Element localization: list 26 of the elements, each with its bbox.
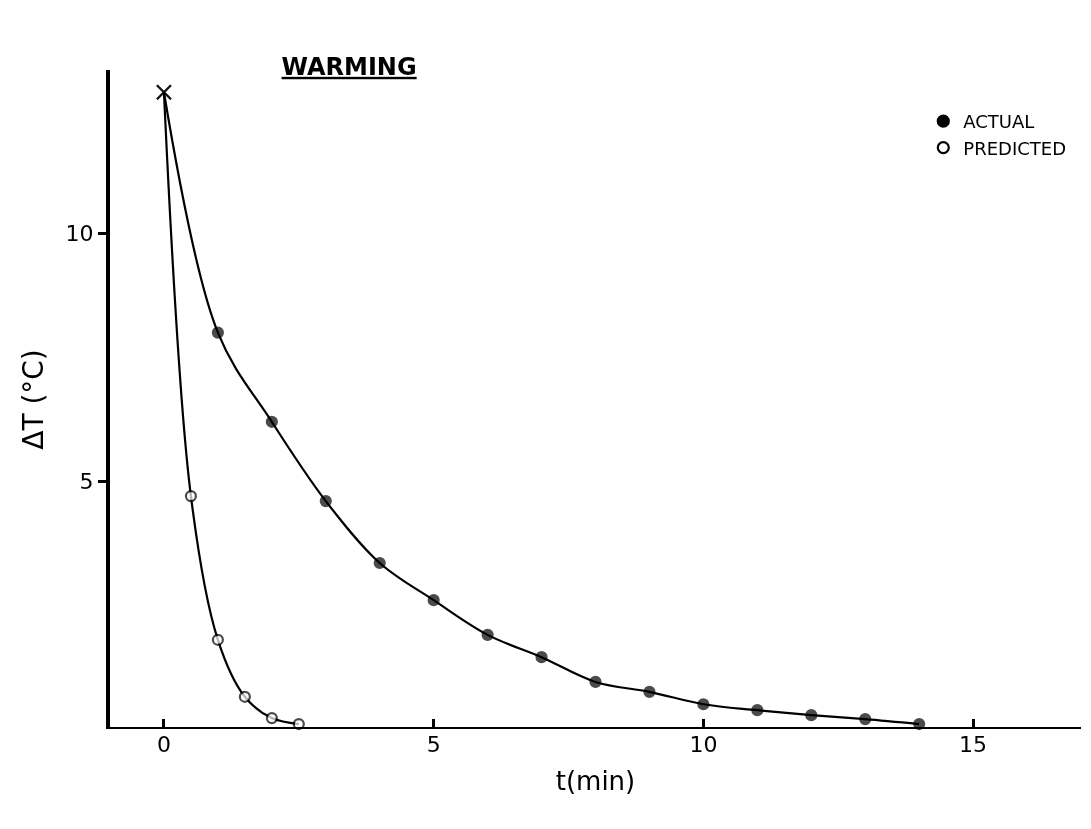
point: [751, 704, 764, 717]
point: [265, 415, 278, 428]
legend-label: PREDICTED: [963, 137, 1066, 159]
point: [643, 685, 656, 698]
x-tick-label: 0: [156, 732, 171, 757]
x-tick-label: 10: [689, 732, 718, 757]
legend-label: ACTUAL: [963, 111, 1035, 133]
point: [805, 709, 818, 722]
x-axis-title: t(min): [555, 765, 636, 796]
point: [535, 651, 548, 664]
point: [697, 698, 710, 711]
point: [184, 490, 198, 503]
point: [427, 594, 440, 607]
point: [238, 690, 251, 703]
chart-title: WARMING: [281, 52, 417, 81]
point: [211, 633, 224, 646]
point: [859, 712, 872, 726]
point: [373, 556, 386, 570]
x-tick-label: 5: [426, 732, 441, 757]
point: [265, 712, 278, 725]
y-axis-title: ΔT (°C): [16, 349, 50, 450]
point: [589, 675, 602, 689]
point: [211, 326, 224, 339]
point: [481, 628, 494, 641]
x-tick-label: 15: [959, 732, 988, 757]
point: [319, 494, 332, 508]
